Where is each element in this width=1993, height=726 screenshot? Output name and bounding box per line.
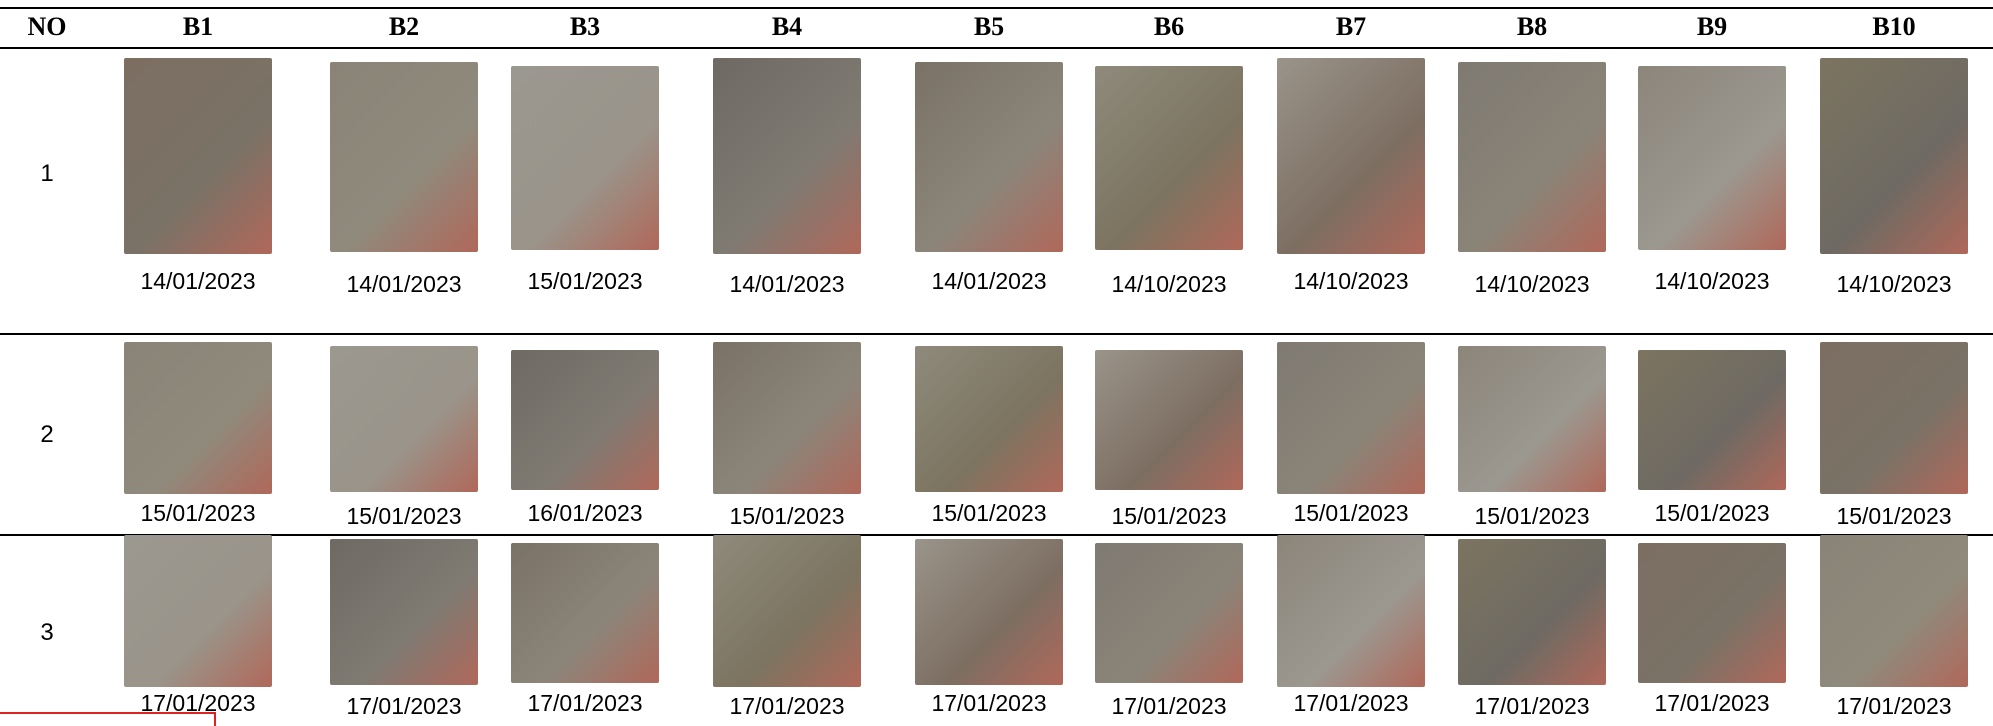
row-number: 3 bbox=[40, 619, 54, 646]
row-number: 2 bbox=[40, 421, 54, 448]
date-label: 14/10/2023 bbox=[1293, 268, 1409, 294]
row-number: 1 bbox=[40, 160, 54, 187]
specimen-photo bbox=[330, 62, 478, 252]
date-label: 15/01/2023 bbox=[346, 503, 462, 529]
specimen-photo bbox=[1095, 350, 1243, 490]
date-label: 15/01/2023 bbox=[1474, 503, 1590, 529]
date-label: 17/01/2023 bbox=[1111, 693, 1227, 719]
specimen-photo bbox=[915, 539, 1063, 685]
date-label: 17/01/2023 bbox=[1293, 690, 1409, 716]
date-label: 15/01/2023 bbox=[1293, 500, 1409, 526]
date-label: 17/01/2023 bbox=[1654, 690, 1770, 716]
date-label: 17/01/2023 bbox=[729, 693, 845, 719]
column-header: NO bbox=[27, 12, 67, 41]
specimen-photo bbox=[330, 346, 478, 492]
column-header: B9 bbox=[1696, 12, 1728, 41]
date-label: 17/01/2023 bbox=[931, 690, 1047, 716]
specimen-photo bbox=[1277, 58, 1425, 254]
date-label: 14/01/2023 bbox=[931, 268, 1047, 294]
specimen-photo bbox=[511, 350, 659, 490]
date-label: 16/01/2023 bbox=[527, 500, 643, 526]
column-header: B7 bbox=[1335, 12, 1367, 41]
date-label: 15/01/2023 bbox=[1654, 500, 1770, 526]
specimen-photo bbox=[511, 543, 659, 683]
date-label: 17/01/2023 bbox=[140, 690, 256, 716]
date-label: 15/01/2023 bbox=[931, 500, 1047, 526]
selection-box bbox=[0, 712, 216, 726]
specimen-photo bbox=[1277, 342, 1425, 494]
specimen-photo bbox=[1277, 535, 1425, 687]
specimen-photo bbox=[1820, 342, 1968, 494]
specimen-photo bbox=[1095, 543, 1243, 683]
row-rule bbox=[0, 333, 1993, 335]
specimen-photo bbox=[1458, 62, 1606, 252]
specimen-photo bbox=[1820, 58, 1968, 254]
specimen-photo bbox=[1095, 66, 1243, 250]
column-header: B6 bbox=[1153, 12, 1185, 41]
date-label: 15/01/2023 bbox=[1111, 503, 1227, 529]
specimen-photo bbox=[124, 342, 272, 494]
date-label: 14/01/2023 bbox=[729, 271, 845, 297]
date-label: 15/01/2023 bbox=[729, 503, 845, 529]
specimen-photo bbox=[915, 62, 1063, 252]
date-label: 15/01/2023 bbox=[527, 268, 643, 294]
date-label: 14/01/2023 bbox=[140, 268, 256, 294]
column-header: B10 bbox=[1872, 12, 1916, 41]
specimen-photo bbox=[124, 535, 272, 687]
specimen-photo bbox=[713, 342, 861, 494]
column-header: B4 bbox=[771, 12, 803, 41]
specimen-photo bbox=[915, 346, 1063, 492]
column-header: B2 bbox=[388, 12, 420, 41]
date-label: 17/01/2023 bbox=[527, 690, 643, 716]
date-label: 17/01/2023 bbox=[1836, 693, 1952, 719]
specimen-photo bbox=[1638, 350, 1786, 490]
date-label: 17/01/2023 bbox=[346, 693, 462, 719]
date-label: 15/01/2023 bbox=[140, 500, 256, 526]
date-label: 14/10/2023 bbox=[1111, 271, 1227, 297]
specimen-photo bbox=[1638, 543, 1786, 683]
column-header: B5 bbox=[973, 12, 1005, 41]
date-label: 14/10/2023 bbox=[1836, 271, 1952, 297]
specimen-photo bbox=[1458, 346, 1606, 492]
column-header: B3 bbox=[569, 12, 601, 41]
specimen-photo bbox=[1458, 539, 1606, 685]
column-header: B8 bbox=[1516, 12, 1548, 41]
date-label: 14/10/2023 bbox=[1474, 271, 1590, 297]
date-label: 14/10/2023 bbox=[1654, 268, 1770, 294]
date-label: 17/01/2023 bbox=[1474, 693, 1590, 719]
date-label: 15/01/2023 bbox=[1836, 503, 1952, 529]
row-rule bbox=[0, 534, 1993, 536]
table-top-rule bbox=[0, 7, 1993, 9]
specimen-photo bbox=[713, 535, 861, 687]
date-label: 14/01/2023 bbox=[346, 271, 462, 297]
specimen-photo bbox=[511, 66, 659, 250]
specimen-photo bbox=[1638, 66, 1786, 250]
header-rule bbox=[0, 47, 1993, 49]
specimen-photo bbox=[713, 58, 861, 254]
column-header: B1 bbox=[182, 12, 214, 41]
specimen-photo bbox=[330, 539, 478, 685]
specimen-photo bbox=[1820, 535, 1968, 687]
specimen-photo bbox=[124, 58, 272, 254]
